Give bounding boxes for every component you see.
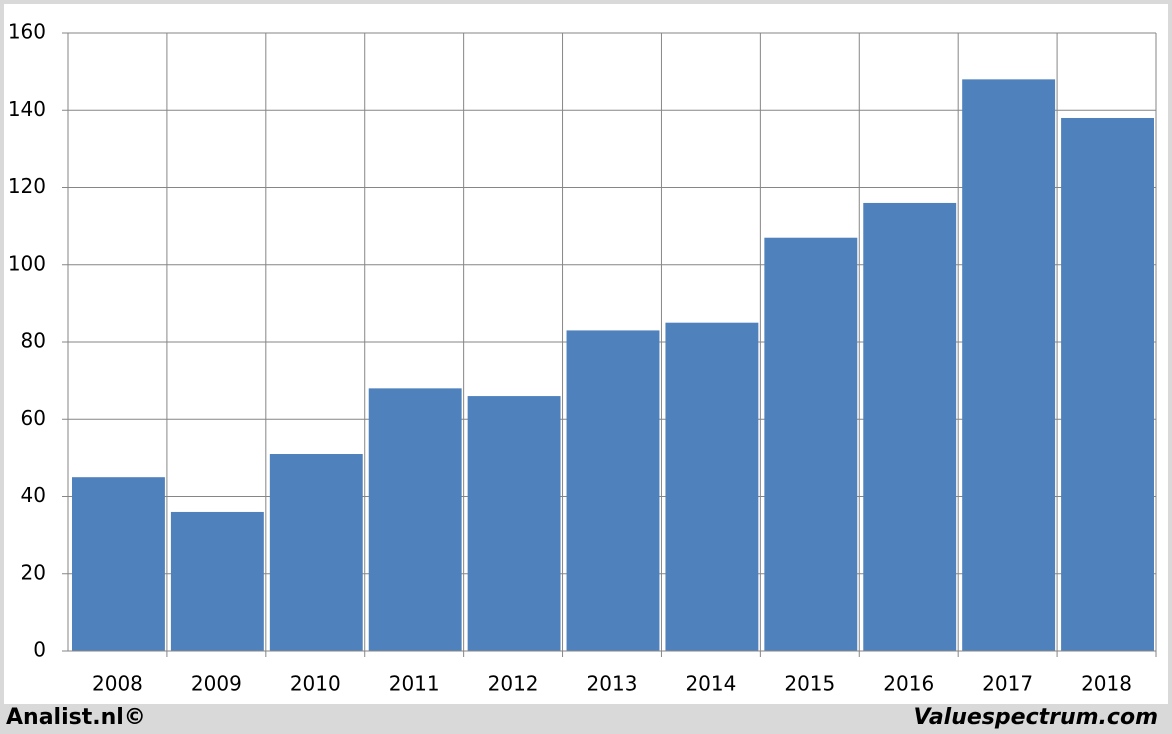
x-tick-label: 2015 [784, 672, 835, 696]
x-tick-label: 2009 [191, 672, 242, 696]
bar [1061, 117, 1154, 652]
x-tick-label: 2008 [92, 672, 143, 696]
y-tick-label: 40 [21, 483, 46, 507]
y-tick-label: 140 [8, 97, 46, 121]
bar [665, 322, 759, 651]
x-tick-label: 2010 [290, 672, 341, 696]
y-tick-label: 80 [21, 329, 46, 353]
y-tick-label: 0 [33, 638, 46, 662]
bar [368, 388, 462, 651]
bar [269, 454, 363, 651]
bar [170, 511, 264, 651]
y-tick-label: 100 [8, 251, 46, 275]
bar [467, 396, 561, 651]
y-tick-label: 160 [8, 20, 46, 44]
bar [863, 202, 957, 651]
bar [72, 477, 165, 651]
x-tick-label: 2018 [1081, 672, 1132, 696]
bar [962, 79, 1056, 652]
credit-label: Valuespectrum.com [914, 705, 1158, 730]
y-tick-label: 20 [21, 560, 46, 584]
x-tick-label: 2016 [883, 672, 934, 696]
x-tick-label: 2017 [982, 672, 1033, 696]
x-tick-label: 2011 [389, 672, 440, 696]
bar [764, 237, 858, 651]
source-label: Analist.nl© [6, 705, 146, 730]
x-tick-label: 2012 [488, 672, 539, 696]
y-tick-label: 60 [21, 406, 46, 430]
x-tick-label: 2014 [685, 672, 736, 696]
x-tick-label: 2013 [587, 672, 638, 696]
bar [566, 330, 660, 651]
y-tick-label: 120 [8, 174, 46, 198]
